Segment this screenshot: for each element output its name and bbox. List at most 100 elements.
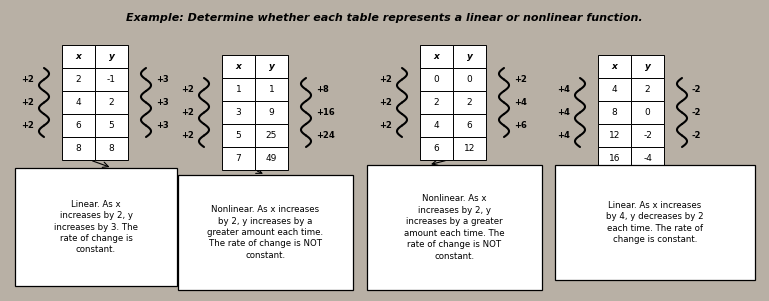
Text: 1: 1 [235, 85, 241, 94]
Bar [598, 124, 631, 147]
Text: Linear. As x increases
by 4, y decreases by 2
each time. The rate of
change is c: Linear. As x increases by 4, y decreases… [606, 201, 704, 244]
Text: x: x [611, 62, 618, 71]
Text: 2: 2 [434, 98, 439, 107]
Text: +2: +2 [181, 131, 194, 140]
Text: -2: -2 [692, 108, 701, 117]
Text: +2: +2 [379, 121, 392, 130]
Text: -2: -2 [643, 131, 652, 140]
Text: +2: +2 [181, 108, 194, 117]
Text: 5: 5 [235, 131, 241, 140]
Text: Linear. As x
increases by 2, y
increases by 3. The
rate of change is
constant.: Linear. As x increases by 2, y increases… [54, 200, 138, 254]
Bar [62, 68, 95, 91]
Bar [222, 78, 255, 101]
Text: 49: 49 [266, 154, 277, 163]
Text: +4: +4 [557, 85, 570, 94]
Text: +3: +3 [156, 75, 168, 84]
Bar [631, 147, 664, 170]
Bar [420, 137, 453, 160]
Bar [598, 147, 631, 170]
Text: 0: 0 [467, 75, 472, 84]
Bar [255, 78, 288, 101]
Text: -2: -2 [692, 85, 701, 94]
Text: +2: +2 [514, 75, 527, 84]
Bar [62, 91, 95, 114]
Text: +8: +8 [316, 85, 329, 94]
Text: 3: 3 [235, 108, 241, 117]
Bar [367, 165, 542, 290]
Bar [555, 165, 755, 280]
Text: +6: +6 [514, 121, 527, 130]
Text: 6: 6 [467, 121, 472, 130]
Bar [222, 147, 255, 170]
Text: 9: 9 [268, 108, 275, 117]
Bar [95, 114, 128, 137]
Text: 6: 6 [434, 144, 439, 153]
Text: 8: 8 [108, 144, 115, 153]
Text: 7: 7 [235, 154, 241, 163]
Bar [222, 124, 255, 147]
Text: 4: 4 [611, 85, 618, 94]
Text: 1: 1 [268, 85, 275, 94]
Text: 25: 25 [266, 131, 277, 140]
Bar [420, 68, 453, 91]
Text: +4: +4 [557, 131, 570, 140]
Bar [62, 137, 95, 160]
Text: -4: -4 [643, 154, 652, 163]
Bar [222, 101, 255, 124]
Text: 2: 2 [644, 85, 651, 94]
Text: 8: 8 [75, 144, 82, 153]
Bar [453, 137, 486, 160]
Text: +2: +2 [379, 75, 392, 84]
Bar [62, 45, 95, 68]
Text: +24: +24 [316, 131, 335, 140]
Text: y: y [108, 52, 115, 61]
Bar [453, 114, 486, 137]
Bar [15, 168, 177, 286]
Bar [631, 55, 664, 78]
Bar [598, 101, 631, 124]
Text: x: x [235, 62, 241, 71]
Text: +2: +2 [21, 98, 34, 107]
Bar [453, 91, 486, 114]
Bar [255, 124, 288, 147]
Bar [598, 55, 631, 78]
Text: x: x [434, 52, 439, 61]
Text: +3: +3 [156, 121, 168, 130]
Bar [255, 55, 288, 78]
Text: y: y [268, 62, 275, 71]
Text: 5: 5 [108, 121, 115, 130]
Text: x: x [75, 52, 82, 61]
Text: +4: +4 [557, 108, 570, 117]
Text: +16: +16 [316, 108, 335, 117]
Text: 6: 6 [75, 121, 82, 130]
Bar [420, 45, 453, 68]
Bar [453, 45, 486, 68]
Bar [95, 45, 128, 68]
Bar [420, 91, 453, 114]
Bar [255, 101, 288, 124]
Text: 4: 4 [75, 98, 82, 107]
Text: 16: 16 [609, 154, 621, 163]
Bar [178, 175, 353, 290]
Text: y: y [467, 52, 472, 61]
Text: +2: +2 [21, 75, 34, 84]
Bar [420, 114, 453, 137]
Bar [631, 101, 664, 124]
Bar [255, 147, 288, 170]
Bar [631, 78, 664, 101]
Text: 12: 12 [464, 144, 475, 153]
Bar [95, 68, 128, 91]
Bar [222, 55, 255, 78]
Bar [453, 68, 486, 91]
Text: 0: 0 [434, 75, 439, 84]
Text: Nonlinear. As x increases
by 2, y increases by a
greater amount each time.
The r: Nonlinear. As x increases by 2, y increa… [208, 205, 324, 260]
Text: 2: 2 [75, 75, 82, 84]
Text: 8: 8 [611, 108, 618, 117]
Bar [95, 91, 128, 114]
Bar [62, 114, 95, 137]
Text: +2: +2 [379, 98, 392, 107]
Text: Nonlinear. As x
increases by 2, y
increases by a greater
amount each time. The
r: Nonlinear. As x increases by 2, y increa… [404, 194, 504, 261]
Text: Example: Determine whether each table represents a linear or nonlinear function.: Example: Determine whether each table re… [125, 13, 642, 23]
Text: +3: +3 [156, 98, 168, 107]
Text: +4: +4 [514, 98, 527, 107]
